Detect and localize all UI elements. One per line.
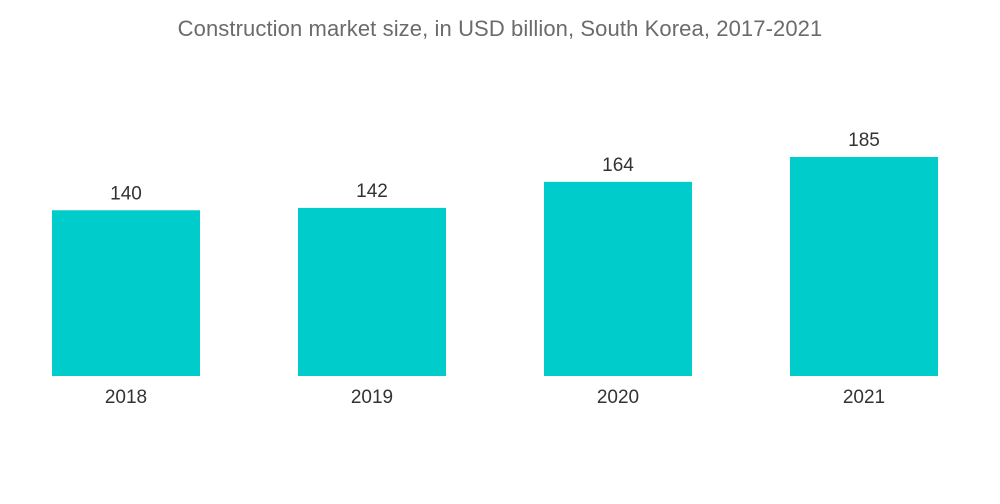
x-tick-label-2021: 2021	[843, 387, 885, 408]
bar-2019	[298, 207, 446, 376]
x-tick-label-2018: 2018	[105, 387, 147, 408]
x-tick-labels-group: 2018 2019 2020 2021	[105, 387, 885, 408]
data-label-2021: 185	[848, 130, 880, 151]
data-label-2020: 164	[602, 155, 634, 176]
data-labels-group: 140 142 164 185	[110, 130, 880, 204]
chart-title: Construction market size, in USD billion…	[177, 16, 823, 41]
bars-group	[52, 157, 938, 376]
data-label-2018: 140	[110, 183, 142, 204]
x-tick-label-2020: 2020	[597, 387, 639, 408]
data-label-2019: 142	[356, 181, 388, 202]
bar-2021	[790, 157, 938, 376]
bar-2020	[544, 181, 692, 376]
x-tick-label-2019: 2019	[351, 387, 393, 408]
bar-2018	[52, 210, 200, 376]
